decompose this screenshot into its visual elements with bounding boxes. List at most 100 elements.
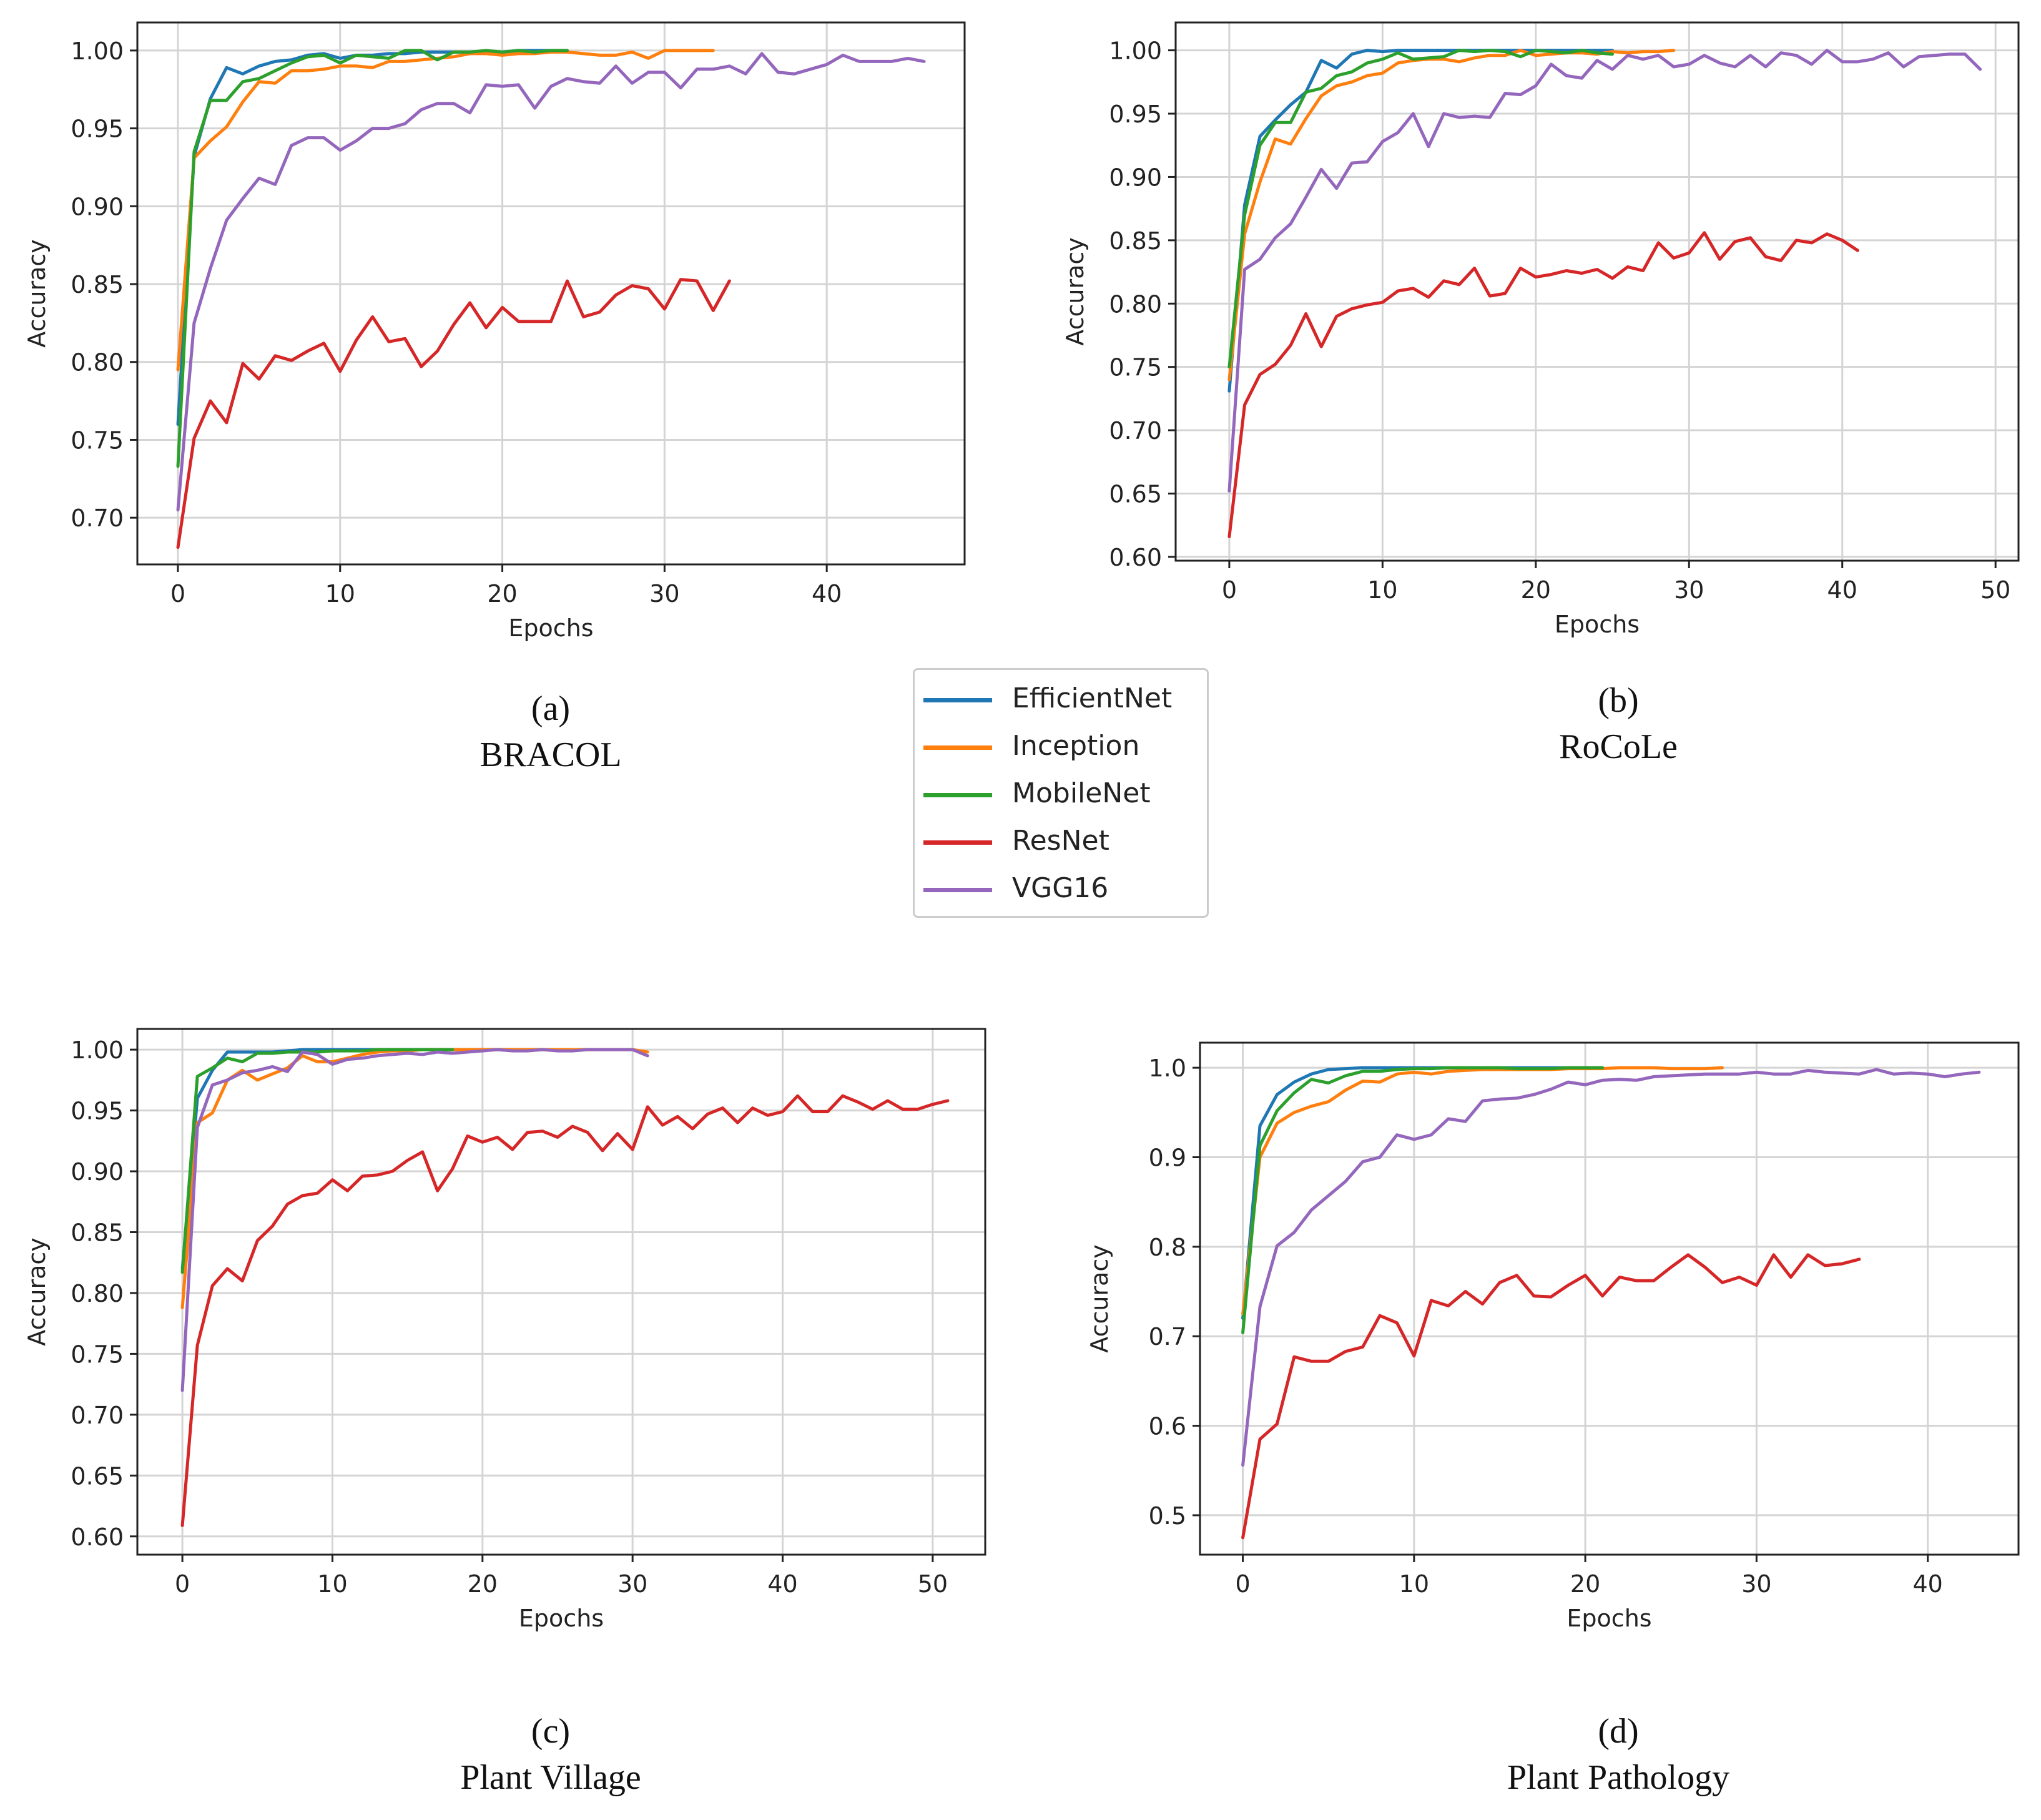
legend: EfficientNet Inception MobileNet ResNet … <box>913 668 1209 918</box>
series-line-resnet <box>1241 1253 1861 1540</box>
x-tick-label: 10 <box>317 1570 347 1598</box>
series-line-vgg16 <box>176 52 926 512</box>
y-axis-label: Accuracy <box>23 1237 51 1346</box>
y-tick-label: 0.85 <box>71 1219 124 1246</box>
series-line-vgg16 <box>1241 1068 1981 1467</box>
series-line-inception <box>176 49 715 371</box>
x-tick-label: 20 <box>1570 1570 1600 1598</box>
series-line-efficientnet <box>1241 1066 1604 1320</box>
chart-b-rocole: 0.60 0.65 0.70 0.75 0.80 0.85 0.90 0.95 1.00 0 10 2… <box>1061 21 2020 638</box>
series-line-resnet <box>1227 231 1859 538</box>
y-tick-label: 0.70 <box>71 1402 124 1429</box>
y-tick-label: 0.85 <box>1109 227 1162 255</box>
x-tick-label: 30 <box>1741 1570 1771 1598</box>
x-axis-label: Epochs <box>508 614 593 642</box>
series-line-mobilenet <box>1241 1066 1604 1334</box>
caption-d: (d) Plant Pathology <box>1337 1708 1899 1801</box>
caption-b-dataset: RoCoLe <box>1559 727 1678 766</box>
caption-c-letter: (c) <box>531 1712 571 1751</box>
caption-c-dataset: Plant Village <box>460 1758 641 1797</box>
legend-label-mobilenet: MobileNet <box>1012 777 1151 809</box>
x-tick-label: 0 <box>1235 1570 1250 1598</box>
y-tick-label: 0.95 <box>71 1098 124 1125</box>
series-line-mobilenet <box>1227 49 1614 369</box>
x-axis-label: Epochs <box>1555 611 1640 638</box>
series-line-mobilenet <box>180 1048 455 1274</box>
caption-a-letter: (a) <box>531 689 571 728</box>
y-tick-label: 0.8 <box>1149 1234 1186 1261</box>
x-axis-label: Epochs <box>1566 1605 1651 1632</box>
plot-frame <box>136 21 966 566</box>
plot-frame <box>136 1028 986 1556</box>
x-tick-label: 0 <box>1222 576 1237 604</box>
series-line-inception <box>180 1048 649 1309</box>
y-tick-label: 1.00 <box>1109 37 1162 65</box>
legend-swatch-vgg16 <box>923 888 992 892</box>
x-tick-label: 0 <box>170 580 185 607</box>
series-line-efficientnet <box>1227 49 1614 393</box>
chart-a-bracol: 0.70 0.75 0.80 0.85 0.90 0.95 1.00 0 10 20 30 40 Epo… <box>23 21 966 642</box>
series-line-vgg16 <box>1227 49 1982 493</box>
y-tick-label: 0.75 <box>71 426 124 454</box>
x-axis-label: Epochs <box>519 1605 604 1632</box>
chart-c-plant-village: 0.60 0.65 0.70 0.75 0.80 0.85 0.90 0.95 1.00 0 10 2… <box>23 1028 986 1632</box>
y-tick-label: 0.70 <box>1109 417 1162 445</box>
legend-item-vgg16: VGG16 <box>923 867 1204 911</box>
y-tick-label: 0.70 <box>71 504 124 532</box>
x-tick-label: 10 <box>1367 576 1397 604</box>
y-tick-label: 0.80 <box>1109 290 1162 318</box>
legend-label-vgg16: VGG16 <box>1012 872 1109 904</box>
y-tick-label: 0.60 <box>71 1523 124 1551</box>
caption-d-dataset: Plant Pathology <box>1507 1758 1730 1797</box>
y-tick-label: 0.7 <box>1149 1323 1186 1350</box>
caption-d-letter: (d) <box>1598 1712 1639 1751</box>
y-tick-label: 0.60 <box>1109 544 1162 571</box>
series-line-resnet <box>180 1094 950 1527</box>
y-tick-label: 1.00 <box>71 37 124 65</box>
legend-label-efficientnet: EfficientNet <box>1012 682 1173 714</box>
series-line-efficientnet <box>180 1048 544 1271</box>
y-axis-label: Accuracy <box>1086 1244 1113 1353</box>
x-tick-label: 20 <box>487 580 517 607</box>
legend-item-resnet: ResNet <box>923 820 1204 863</box>
series-line-inception <box>1241 1066 1724 1316</box>
x-tick-label: 40 <box>1912 1570 1942 1598</box>
legend-item-mobilenet: MobileNet <box>923 772 1204 816</box>
caption-b: (b) RoCoLe <box>1337 677 1899 770</box>
y-tick-label: 0.95 <box>1109 101 1162 128</box>
plot-frame <box>1174 21 2020 562</box>
legend-swatch-inception <box>923 745 992 750</box>
x-tick-label: 20 <box>1521 576 1551 604</box>
legend-label-inception: Inception <box>1012 730 1140 762</box>
y-tick-label: 1.00 <box>71 1036 124 1064</box>
plot-frame <box>1199 1041 2020 1556</box>
y-tick-label: 0.9 <box>1149 1144 1186 1171</box>
y-tick-label: 0.65 <box>71 1462 124 1490</box>
legend-item-inception: Inception <box>923 725 1204 769</box>
x-tick-label: 30 <box>1674 576 1704 604</box>
x-tick-label: 50 <box>1980 576 2010 604</box>
x-tick-label: 50 <box>918 1570 948 1598</box>
x-tick-label: 30 <box>649 580 679 607</box>
y-tick-label: 0.90 <box>71 1158 124 1186</box>
caption-a: (a) BRACOL <box>270 686 832 778</box>
x-tick-label: 20 <box>468 1570 498 1598</box>
y-tick-label: 0.75 <box>71 1340 124 1368</box>
x-tick-label: 10 <box>1399 1570 1429 1598</box>
y-tick-label: 0.90 <box>1109 164 1162 191</box>
y-tick-label: 0.5 <box>1149 1502 1186 1530</box>
series-line-mobilenet <box>176 49 569 468</box>
x-tick-label: 0 <box>175 1570 190 1598</box>
caption-a-dataset: BRACOL <box>480 735 622 774</box>
y-axis-label: Accuracy <box>1061 237 1089 346</box>
legend-swatch-efficientnet <box>923 698 992 702</box>
y-tick-label: 0.80 <box>71 349 124 376</box>
x-tick-label: 40 <box>812 580 842 607</box>
legend-swatch-resnet <box>923 840 992 845</box>
y-tick-label: 0.90 <box>71 193 124 220</box>
y-tick-label: 0.6 <box>1149 1413 1186 1440</box>
y-tick-label: 0.65 <box>1109 481 1162 508</box>
y-tick-label: 0.75 <box>1109 354 1162 381</box>
series-line-efficientnet <box>176 49 569 426</box>
